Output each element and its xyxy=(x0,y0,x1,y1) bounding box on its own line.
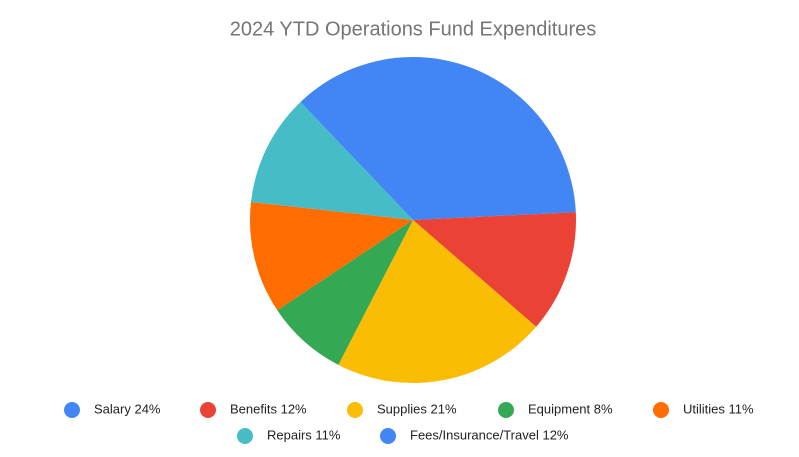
legend-marker xyxy=(380,428,396,444)
legend-marker xyxy=(653,402,669,418)
pie-slice xyxy=(250,201,413,311)
legend-label: Fees/Insurance/Travel 12% xyxy=(410,427,569,442)
legend-marker xyxy=(200,402,216,418)
pie-slice xyxy=(300,57,413,220)
legend-label: Utilities 11% xyxy=(683,401,754,416)
legend-label: Benefits 12% xyxy=(230,401,307,416)
legend-label: Repairs 11% xyxy=(267,427,341,442)
chart-title: 2024 YTD Operations Fund Expenditures xyxy=(230,18,597,40)
legend-label: Equipment 8% xyxy=(528,401,613,416)
pie-slice xyxy=(277,220,413,365)
pie-slice xyxy=(413,57,576,220)
pie-slice xyxy=(251,102,413,220)
legend-label: Salary 24% xyxy=(94,401,161,416)
legend-marker xyxy=(498,402,514,418)
legend-marker xyxy=(347,402,363,418)
pie-slice xyxy=(413,212,576,327)
legend-label: Supplies 21% xyxy=(377,401,457,416)
pie-slice xyxy=(338,220,537,383)
legend-marker xyxy=(64,402,80,418)
legend-marker xyxy=(237,428,253,444)
